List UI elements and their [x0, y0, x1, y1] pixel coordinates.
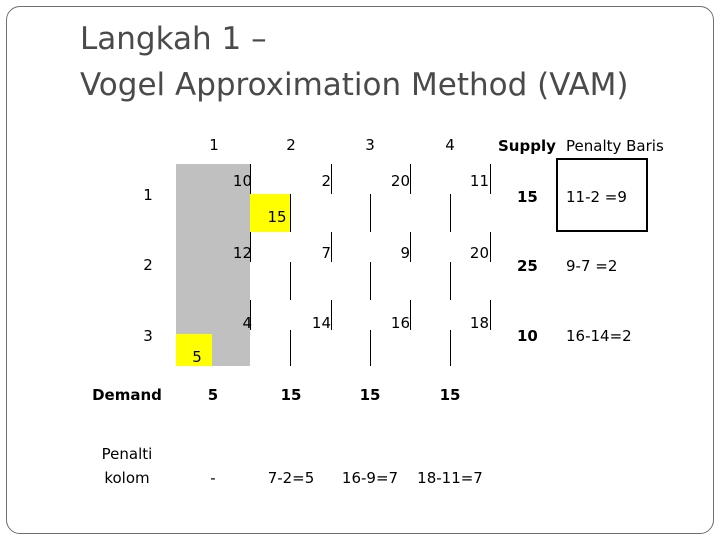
cost-r3c2: 14	[311, 314, 331, 332]
cost-r3c1: 4	[242, 314, 252, 332]
cost-box-divider	[410, 164, 411, 194]
column-penalty-c1: -	[210, 469, 216, 487]
demand-c1: 5	[207, 386, 219, 404]
column-penalty-c2: 7-2=5	[267, 469, 315, 487]
allocation-highlight-r3c1	[176, 334, 212, 366]
cost-r3c4: 18	[469, 314, 489, 332]
column-penalty-label-line-1: Penalti	[101, 445, 153, 463]
cost-box-divider	[410, 232, 411, 262]
column-header-4: 4	[445, 136, 455, 154]
slide-frame	[6, 6, 714, 534]
row-penalty-r2: 9-7 =2	[566, 257, 618, 275]
column-penalty-label-line-2: kolom	[104, 469, 150, 487]
cost-box-divider	[450, 330, 451, 366]
column-header-3: 3	[365, 136, 375, 154]
cost-box-divider	[331, 232, 332, 262]
demand-c4: 15	[439, 386, 461, 404]
cost-box-divider	[490, 164, 491, 194]
cost-box-divider	[331, 164, 332, 194]
supply-r3: 10	[517, 327, 538, 345]
supply-r2: 25	[517, 257, 538, 275]
row-label-3: 3	[143, 327, 153, 345]
demand-c2: 15	[280, 386, 302, 404]
cost-r1c2: 2	[321, 172, 331, 190]
row-label-1: 1	[143, 186, 153, 204]
cost-box-divider	[450, 194, 451, 232]
allocation-r3c1: 5	[192, 348, 202, 366]
cost-box-divider	[250, 164, 251, 194]
cost-box-divider	[250, 300, 251, 330]
cost-r1c1: 10	[232, 172, 252, 190]
column-penalty-c4: 18-11=7	[417, 469, 483, 487]
row-penalty-header: Penalty Baris	[566, 137, 664, 155]
cost-box-divider	[490, 232, 491, 262]
cost-r1c3: 20	[390, 172, 410, 190]
cost-box-divider	[450, 262, 451, 300]
cost-box-divider	[290, 262, 291, 300]
selected-penalty-box	[556, 158, 648, 232]
supply-r1: 15	[517, 188, 538, 206]
column-header-2: 2	[286, 136, 296, 154]
supply-header: Supply	[498, 137, 556, 155]
title-line-2: Vogel Approximation Method (VAM)	[80, 67, 629, 103]
row-penalty-r3: 16-14=2	[566, 327, 632, 345]
cost-box-divider	[370, 262, 371, 300]
cost-box-divider	[370, 194, 371, 232]
shaded-cell-r2c1	[176, 232, 250, 300]
allocation-highlight-r1c2	[250, 194, 290, 232]
cost-r2c1: 12	[232, 244, 252, 262]
cost-r2c4: 20	[469, 244, 489, 262]
cost-box-divider	[331, 300, 332, 330]
column-header-1: 1	[209, 136, 219, 154]
cost-box-divider	[490, 300, 491, 330]
cost-r3c3: 16	[390, 314, 410, 332]
cost-box-divider	[290, 330, 291, 366]
cost-box-divider	[290, 194, 291, 232]
row-penalty-r1: 11-2 =9	[566, 188, 627, 206]
cost-r2c3: 9	[400, 244, 410, 262]
demand-label: Demand	[92, 386, 162, 404]
cost-r1c4: 11	[469, 172, 489, 190]
cost-box-divider	[410, 300, 411, 330]
shaded-cell-r1c1	[176, 164, 250, 232]
cost-box-divider	[250, 232, 251, 262]
title-line-1: Langkah 1 –	[80, 21, 267, 57]
cost-box-divider	[370, 330, 371, 366]
allocation-r1c2: 15	[267, 208, 287, 226]
demand-c3: 15	[359, 386, 381, 404]
row-label-2: 2	[143, 256, 153, 274]
column-penalty-c3: 16-9=7	[341, 469, 399, 487]
cost-r2c2: 7	[321, 244, 331, 262]
